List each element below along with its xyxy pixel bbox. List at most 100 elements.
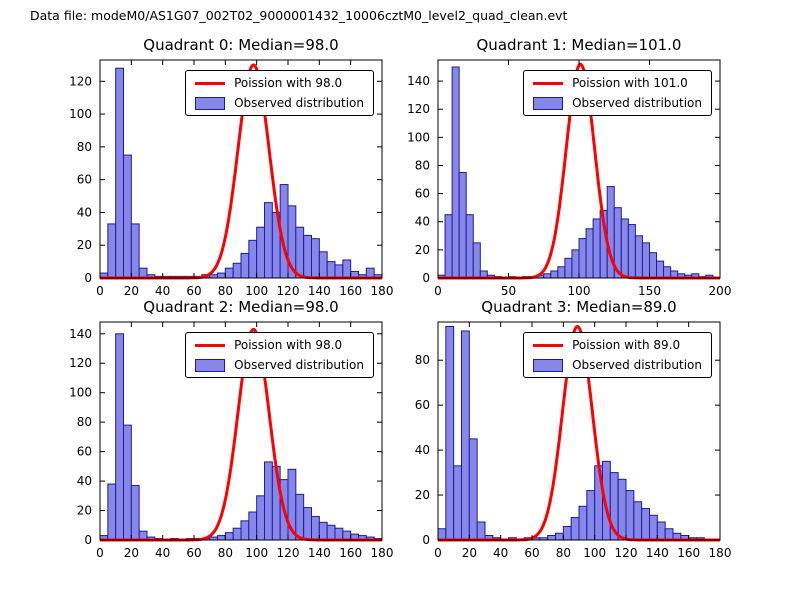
svg-text:40: 40: [77, 205, 92, 219]
svg-text:120: 120: [277, 284, 300, 298]
svg-text:20: 20: [124, 546, 139, 560]
legend-entry-histogram: Observed distribution: [533, 96, 702, 110]
legend-quadrant-1: Poission with 101.0 Observed distributio…: [523, 70, 712, 116]
svg-text:40: 40: [77, 474, 92, 488]
legend-entry-histogram: Observed distribution: [195, 358, 364, 372]
svg-text:80: 80: [77, 415, 92, 429]
legend-entry-curve: Poission with 98.0: [195, 76, 364, 90]
legend-line-swatch: [533, 81, 564, 85]
svg-text:0: 0: [96, 546, 104, 560]
svg-text:160: 160: [339, 284, 362, 298]
svg-text:0: 0: [434, 546, 442, 560]
legend-label: Poission with 98.0: [234, 338, 343, 352]
legend-patch-swatch: [533, 96, 564, 110]
svg-text:40: 40: [415, 443, 430, 457]
legend-line-swatch: [195, 343, 226, 347]
legend-patch-swatch: [533, 358, 564, 372]
legend-label: Poission with 98.0: [234, 76, 343, 90]
figure-title: Data file: modeM0/AS1G07_002T02_90000014…: [30, 8, 568, 23]
svg-text:80: 80: [556, 546, 571, 560]
svg-text:20: 20: [124, 284, 139, 298]
plot-title-quadrant-2: Quadrant 2: Median=98.0: [143, 298, 339, 316]
svg-text:100: 100: [245, 284, 268, 298]
svg-text:60: 60: [77, 173, 92, 187]
plot-title-quadrant-1: Quadrant 1: Median=101.0: [476, 36, 682, 54]
plot-title-quadrant-0: Quadrant 0: Median=98.0: [143, 36, 339, 54]
svg-text:60: 60: [415, 398, 430, 412]
svg-text:150: 150: [638, 284, 661, 298]
legend-line-swatch: [533, 343, 564, 347]
subplot-quadrant-3: Quadrant 3: Median=89.0 0 20 40 60 80 100 120 1…: [368, 298, 738, 582]
svg-text:160: 160: [677, 546, 700, 560]
svg-text:80: 80: [77, 140, 92, 154]
svg-text:60: 60: [186, 284, 201, 298]
legend-label: Observed distribution: [572, 96, 702, 110]
svg-text:180: 180: [709, 546, 732, 560]
svg-text:100: 100: [69, 107, 92, 121]
svg-text:40: 40: [493, 546, 508, 560]
svg-text:140: 140: [646, 546, 669, 560]
legend-patch-swatch: [195, 358, 226, 372]
svg-text:180: 180: [371, 284, 394, 298]
svg-text:50: 50: [501, 284, 516, 298]
svg-text:0: 0: [96, 284, 104, 298]
svg-text:20: 20: [415, 243, 430, 257]
legend-entry-curve: Poission with 101.0: [533, 76, 702, 90]
legend-quadrant-3: Poission with 89.0 Observed distribution: [523, 332, 712, 378]
svg-text:100: 100: [245, 546, 268, 560]
svg-text:140: 140: [69, 327, 92, 341]
legend-label: Observed distribution: [234, 96, 364, 110]
svg-text:100: 100: [69, 386, 92, 400]
subplot-quadrant-1: Quadrant 1: Median=101.0 0 50 100 150 200 0 20…: [368, 36, 738, 320]
svg-text:0: 0: [84, 271, 92, 285]
svg-text:200: 200: [709, 284, 732, 298]
plot-title-quadrant-3: Quadrant 3: Median=89.0: [481, 298, 677, 316]
svg-text:60: 60: [415, 187, 430, 201]
svg-text:40: 40: [155, 284, 170, 298]
svg-text:0: 0: [434, 284, 442, 298]
svg-text:0: 0: [84, 533, 92, 547]
svg-text:60: 60: [186, 546, 201, 560]
svg-text:140: 140: [407, 74, 430, 88]
svg-text:100: 100: [568, 284, 591, 298]
svg-text:0: 0: [422, 533, 430, 547]
svg-text:140: 140: [308, 546, 331, 560]
svg-text:120: 120: [69, 356, 92, 370]
svg-text:40: 40: [155, 546, 170, 560]
subplot-quadrant-0: Quadrant 0: Median=98.0 0 20 40 60 80 100 120 1…: [30, 36, 400, 320]
legend-entry-histogram: Observed distribution: [195, 96, 364, 110]
legend-label: Observed distribution: [572, 358, 702, 372]
svg-text:0: 0: [422, 271, 430, 285]
svg-text:100: 100: [407, 130, 430, 144]
legend-quadrant-0: Poission with 98.0 Observed distribution: [185, 70, 374, 116]
svg-text:80: 80: [415, 353, 430, 367]
svg-text:120: 120: [407, 102, 430, 116]
legend-entry-histogram: Observed distribution: [533, 358, 702, 372]
svg-text:120: 120: [615, 546, 638, 560]
svg-text:40: 40: [415, 215, 430, 229]
svg-text:120: 120: [69, 74, 92, 88]
svg-text:20: 20: [77, 504, 92, 518]
legend-label: Poission with 89.0: [572, 338, 681, 352]
svg-text:60: 60: [77, 445, 92, 459]
legend-patch-swatch: [195, 96, 226, 110]
legend-entry-curve: Poission with 89.0: [533, 338, 702, 352]
svg-text:20: 20: [462, 546, 477, 560]
legend-label: Observed distribution: [234, 358, 364, 372]
svg-text:80: 80: [218, 284, 233, 298]
svg-text:100: 100: [583, 546, 606, 560]
legend-quadrant-2: Poission with 98.0 Observed distribution: [185, 332, 374, 378]
svg-text:80: 80: [218, 546, 233, 560]
svg-text:20: 20: [415, 488, 430, 502]
svg-text:180: 180: [371, 546, 394, 560]
legend-label: Poission with 101.0: [572, 76, 688, 90]
svg-text:60: 60: [524, 546, 539, 560]
svg-text:160: 160: [339, 546, 362, 560]
legend-entry-curve: Poission with 98.0: [195, 338, 364, 352]
svg-text:20: 20: [77, 238, 92, 252]
subplot-quadrant-2: Quadrant 2: Median=98.0 0 20 40 60 80 100 120 1…: [30, 298, 400, 582]
svg-text:140: 140: [308, 284, 331, 298]
legend-line-swatch: [195, 81, 226, 85]
svg-text:120: 120: [277, 546, 300, 560]
